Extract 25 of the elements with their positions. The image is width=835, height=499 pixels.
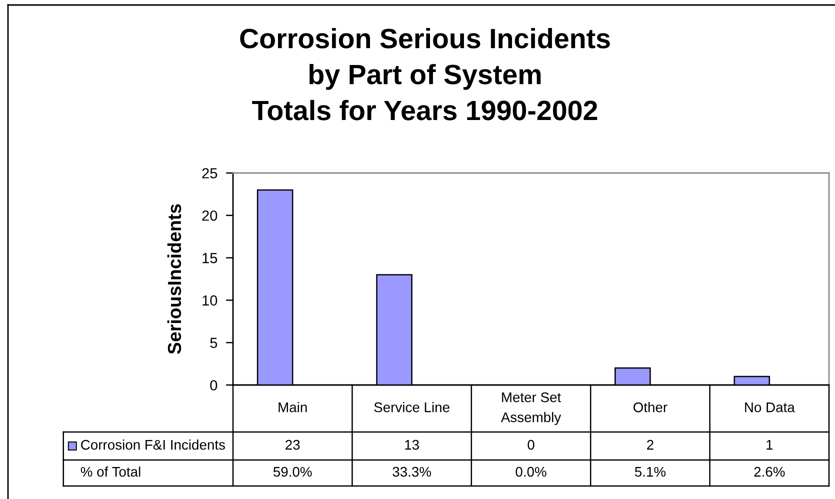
- text: 0.0%: [516, 466, 546, 477]
- data-label: 0: [528, 440, 534, 450]
- y-tick-label: 0: [210, 380, 218, 390]
- x-tick-label: Other: [633, 402, 668, 412]
- y-tick-label: 5: [210, 338, 218, 348]
- data-label: 1: [766, 440, 773, 450]
- text: % of Total: [80, 466, 140, 477]
- y-axis-title: SeriousIncidents: [167, 204, 182, 354]
- x-tick-label: No Data: [745, 402, 795, 412]
- text: 33.3%: [392, 466, 431, 477]
- data-label: 13: [405, 440, 419, 450]
- legend-label: Corrosion F&I Incidents: [81, 440, 225, 450]
- y-tick-label: 25: [202, 168, 218, 178]
- data-label: 23: [286, 440, 300, 450]
- y-tick-label: 15: [202, 253, 218, 264]
- data-label: 2: [647, 440, 654, 450]
- chart-title: Corrosion Serious Incidents by Part of System Totals for Years 1990-2002: [240, 28, 610, 120]
- text: 5.1%: [634, 466, 666, 477]
- text: 59.0%: [273, 466, 312, 477]
- y-tick-label: 20: [202, 210, 218, 221]
- y-tick-label: 10: [202, 295, 218, 306]
- x-tick-label: Service Line: [374, 402, 450, 412]
- x-tick-label: Main: [278, 402, 307, 412]
- text: 2.6%: [754, 466, 785, 477]
- x-tick-label: Meter Set Assembly: [500, 392, 562, 425]
